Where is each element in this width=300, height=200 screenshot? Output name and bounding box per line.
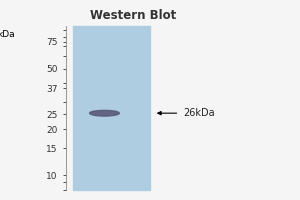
Text: kDa: kDa (0, 30, 15, 39)
Bar (73, 26, 150, 190)
Ellipse shape (90, 110, 119, 116)
Title: Western Blot: Western Blot (90, 9, 177, 22)
Text: 26kDa: 26kDa (184, 108, 215, 118)
